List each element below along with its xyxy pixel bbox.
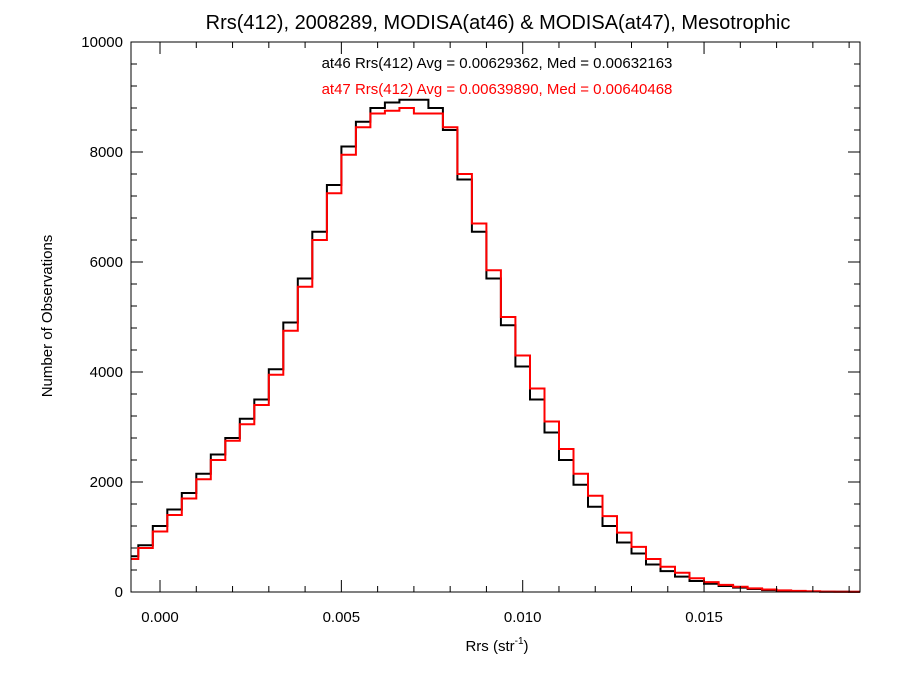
y-tick-label-1: 2000 — [90, 474, 123, 491]
series-line-1 — [131, 107, 860, 593]
annotation-at47: at47 Rrs(412) Avg = 0.00639890, Med = 0.… — [322, 81, 673, 98]
y-tick-label-0: 0 — [115, 584, 123, 601]
series-layer — [131, 98, 860, 593]
x-axis-label-close: ) — [524, 638, 529, 655]
y-axis-label: Number of Observations — [39, 235, 56, 398]
series-line-0 — [131, 98, 860, 593]
x-axis-label: Rrs (str-1) — [465, 636, 528, 655]
x-tick-label-1: 0.005 — [323, 609, 361, 626]
y-tick-label-3: 6000 — [90, 254, 123, 271]
y-tick-label-4: 8000 — [90, 144, 123, 161]
x-axis-label-main: Rrs (str — [465, 638, 514, 655]
annotations: at46 Rrs(412) Avg = 0.00629362, Med = 0.… — [322, 55, 673, 98]
plot-frame — [130, 41, 861, 593]
y-tick-label-5: 10000 — [81, 34, 123, 51]
y-tick-label-2: 4000 — [90, 364, 123, 381]
x-tick-label-0: 0.000 — [141, 609, 179, 626]
x-ticks: 0.000 0.005 0.010 0.015 — [141, 42, 850, 626]
y-ticks: 0 2000 4000 6000 8000 10000 — [81, 34, 860, 601]
axes-layer — [130, 41, 861, 593]
annotation-at46: at46 Rrs(412) Avg = 0.00629362, Med = 0.… — [322, 55, 673, 72]
chart-title: Rrs(412), 2008289, MODISA(at46) & MODISA… — [206, 12, 791, 34]
x-tick-label-2: 0.010 — [504, 609, 542, 626]
x-tick-label-3: 0.015 — [685, 609, 723, 626]
x-axis-label-superscript: -1 — [515, 636, 524, 647]
